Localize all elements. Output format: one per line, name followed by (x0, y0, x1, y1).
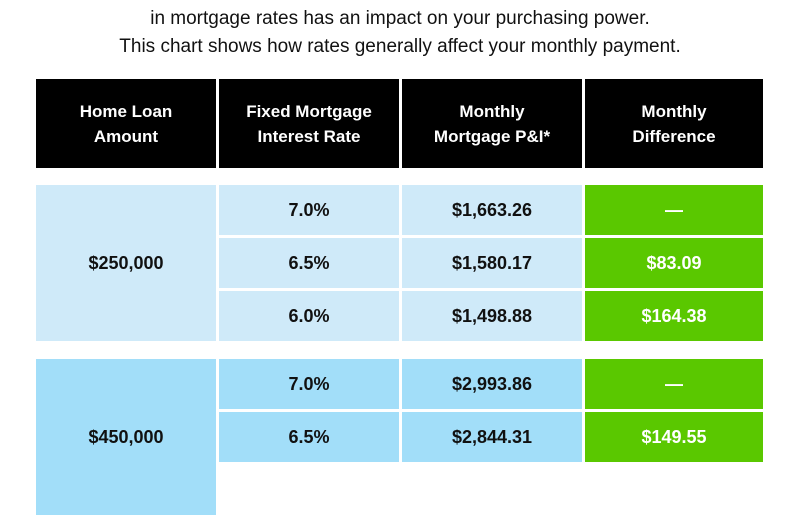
monthly-payment-cell: $1,498.88 (402, 291, 582, 341)
column-header-line: Fixed Mortgage (246, 101, 372, 121)
column-header-line: Monthly (459, 101, 525, 121)
interest-rate-cell: 6.5% (219, 412, 399, 462)
monthly-payment-cell: $2,844.31 (402, 412, 582, 462)
monthly-payment-cell: $1,580.17 (402, 238, 582, 288)
monthly-payment-cell: $1,663.26 (402, 185, 582, 235)
monthly-difference-cell: — (585, 185, 763, 235)
intro-text-line-2: in mortgage rates has an impact on your … (150, 8, 650, 29)
monthly-payment-cell: $2,993.86 (402, 359, 582, 409)
loan-amount-cell: $450,000 (36, 359, 216, 515)
column-header-line: Amount (93, 126, 159, 146)
monthly-difference-cell: $149.55 (585, 412, 763, 462)
monthly-difference-cell: $83.09 (585, 238, 763, 288)
column-header: Home Loan Amount (36, 79, 216, 168)
interest-rate-cell: 6.5% (219, 238, 399, 288)
monthly-difference-cell: — (585, 359, 763, 409)
intro-text-line-3: This chart shows how rates generally aff… (119, 36, 681, 57)
interest-rate-cell: 6.0% (219, 291, 399, 341)
interest-rate-cell: 7.0% (219, 359, 399, 409)
column-header-line: Mortgage P&I* (433, 126, 551, 146)
column-header: Fixed Mortgage Interest Rate (219, 79, 399, 168)
column-header: Monthly Mortgage P&I* (402, 79, 582, 168)
loan-amount-cell: $250,000 (36, 185, 216, 341)
column-header-line: Difference (632, 126, 716, 146)
column-header-line: Home Loan (79, 101, 173, 121)
column-header: Monthly Difference (585, 79, 763, 168)
interest-rate-cell: 7.0% (219, 185, 399, 235)
column-header-line: Interest Rate (257, 126, 361, 146)
monthly-difference-cell: $164.38 (585, 291, 763, 341)
column-header-line: Monthly (641, 101, 707, 121)
